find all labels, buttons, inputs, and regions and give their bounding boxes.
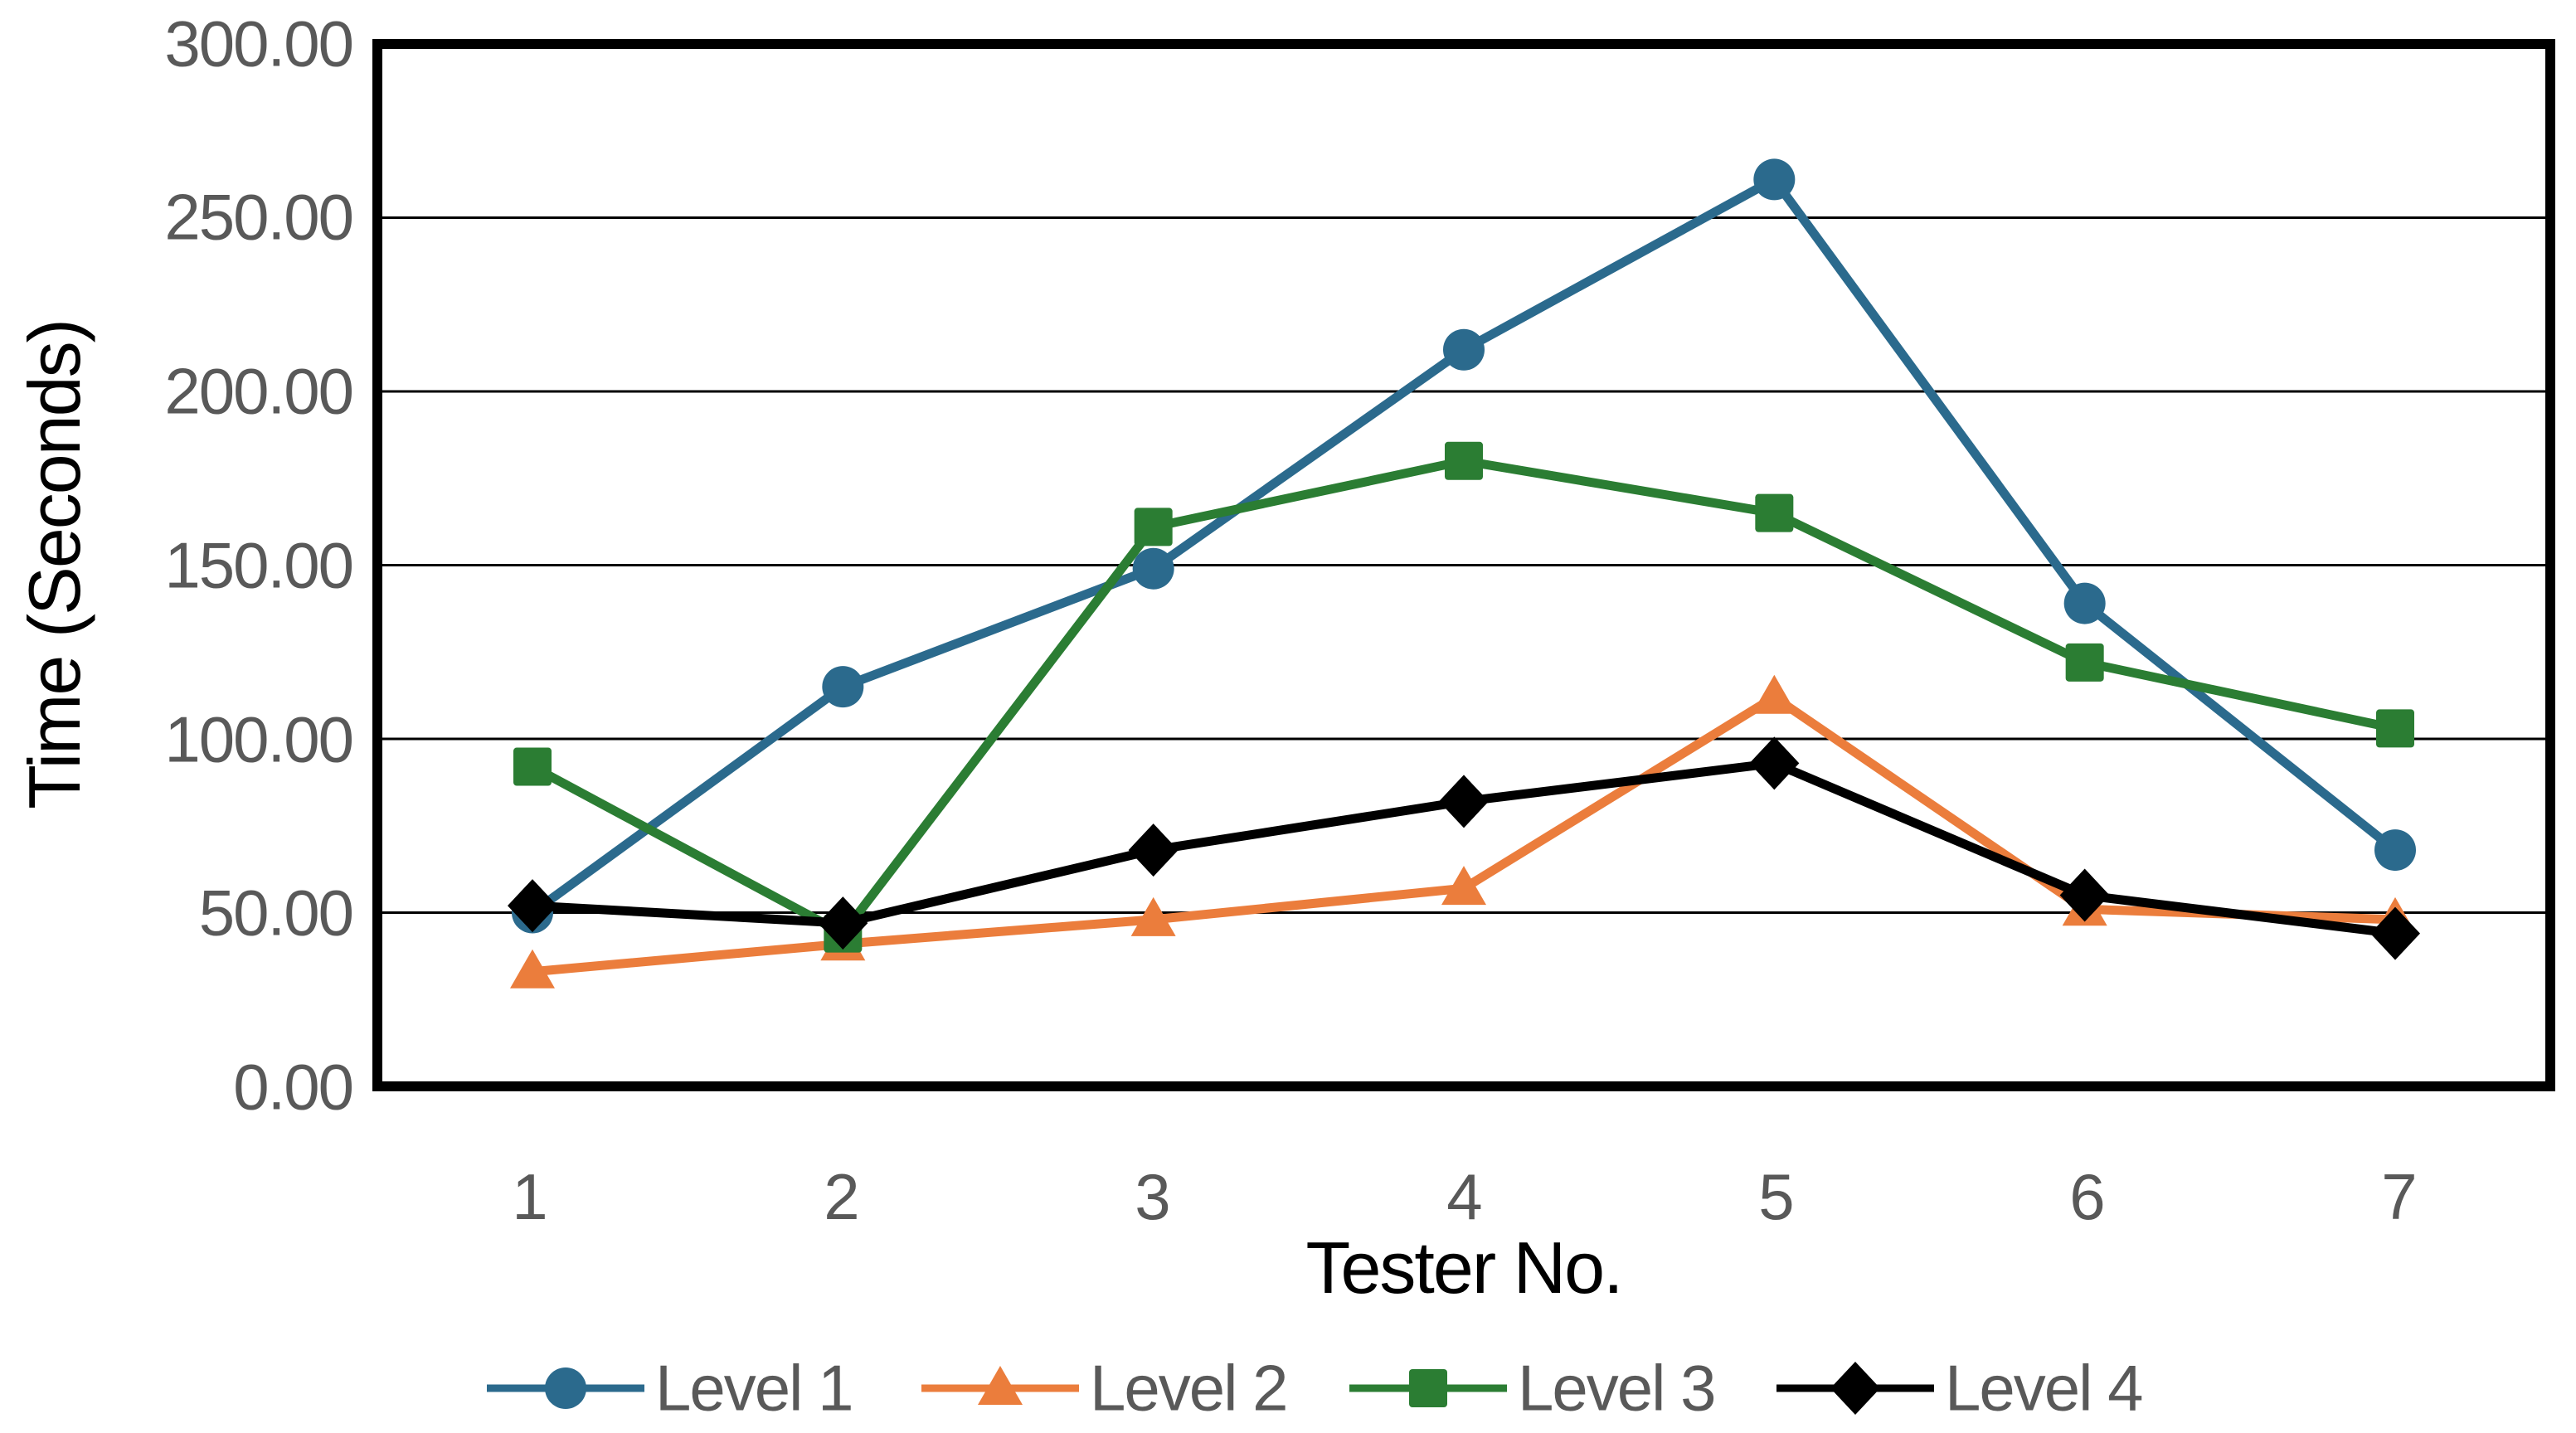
- marker-level-4-x1: [508, 879, 557, 933]
- marker-level-1-x5: [1753, 158, 1796, 201]
- legend-marker-level-1: [545, 1367, 586, 1409]
- marker-level-1-x4: [1443, 328, 1485, 371]
- x-tick-3: 3: [1135, 1160, 1171, 1233]
- x-tick-5: 5: [1758, 1160, 1795, 1233]
- marker-level-3-x1: [513, 747, 552, 786]
- y-tick-150: 150.00: [164, 528, 354, 602]
- marker-level-2-x1: [510, 949, 555, 989]
- marker-level-4-x5: [1749, 736, 1800, 790]
- x-tick-6: 6: [2069, 1160, 2106, 1233]
- marker-level-1-x3: [1132, 547, 1174, 590]
- y-tick-100: 100.00: [164, 702, 354, 776]
- marker-level-3-x3: [1134, 508, 1173, 546]
- y-tick-0: 0.00: [233, 1050, 354, 1124]
- y-axis-title: Time (Seconds): [13, 320, 95, 809]
- x-tick-2: 2: [824, 1160, 860, 1233]
- x-tick-1: 1: [512, 1160, 548, 1233]
- legend-marker-level-2: [978, 1366, 1023, 1405]
- marker-level-3-x4: [1445, 441, 1483, 480]
- marker-level-1-x2: [822, 666, 864, 708]
- legend-label-level-4: Level 4: [1945, 1351, 2144, 1425]
- marker-level-4-x3: [1128, 823, 1179, 877]
- plot-frame: [372, 39, 2555, 1091]
- y-tick-250: 250.00: [164, 180, 354, 254]
- marker-level-3-x6: [2065, 643, 2104, 682]
- marker-level-3-x5: [1755, 493, 1794, 532]
- y-tick-50: 50.00: [198, 876, 354, 950]
- series-line-level-3: [530, 456, 2397, 940]
- legend-label-level-3: Level 3: [1518, 1351, 1717, 1425]
- y-tick-300: 300.00: [164, 7, 354, 80]
- legend-label-level-2: Level 2: [1090, 1351, 1289, 1425]
- marker-level-2-x4: [1441, 866, 1486, 906]
- legend-marker-level-4: [1830, 1362, 1880, 1415]
- marker-level-2-x3: [1130, 896, 1176, 936]
- marker-level-4-x6: [2059, 868, 2110, 922]
- marker-level-4-x4: [1439, 775, 1489, 828]
- legend-marker-level-3: [1409, 1369, 1447, 1407]
- marker-level-4-x7: [2370, 906, 2420, 960]
- marker-level-1-x7: [2374, 829, 2416, 872]
- y-tick-200: 200.00: [164, 354, 354, 428]
- marker-level-2-x5: [1752, 674, 1797, 714]
- marker-level-3-x7: [2376, 709, 2414, 748]
- x-tick-4: 4: [1446, 1160, 1483, 1233]
- marker-level-4-x2: [818, 896, 868, 950]
- marker-level-1-x6: [2063, 582, 2106, 624]
- x-axis-title: Tester No.: [1305, 1227, 1623, 1309]
- legend-label-level-1: Level 1: [655, 1351, 854, 1425]
- x-tick-7: 7: [2381, 1160, 2418, 1233]
